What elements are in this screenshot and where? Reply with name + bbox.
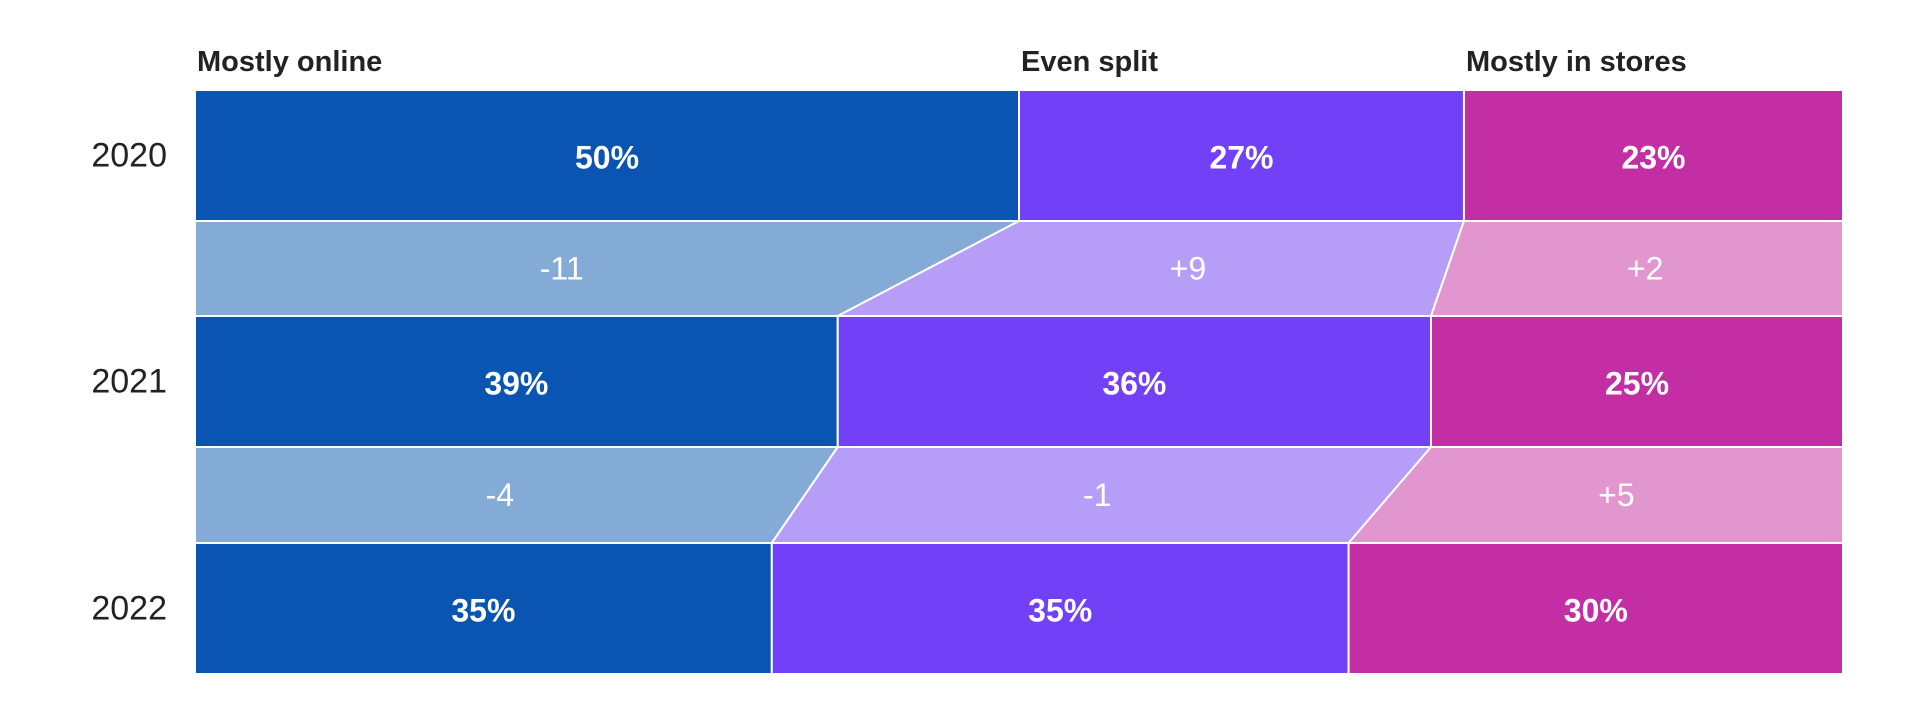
bar-2020-mostly-online: [194, 89, 1020, 222]
category-label-even-split: Even split: [1021, 46, 1158, 78]
category-label-mostly-in-stores: Mostly in stores: [1466, 46, 1687, 78]
value-label-2021-mostly-in-stores: 25%: [1605, 366, 1669, 402]
value-label-2022-mostly-online: 35%: [451, 593, 515, 629]
bar-2021-mostly-in-stores: [1430, 315, 1844, 448]
bar-2021-even-split: [836, 315, 1432, 448]
change-label-even-split-2021-2022: -1: [1083, 477, 1111, 513]
value-label-2022-even-split: 35%: [1028, 593, 1092, 629]
change-label-mostly-in-stores-2020-2021: +2: [1627, 251, 1663, 287]
value-label-2020-even-split: 27%: [1209, 140, 1273, 176]
change-label-mostly-in-stores-2021-2022: +5: [1598, 477, 1634, 513]
value-label-2020-mostly-in-stores: 23%: [1621, 140, 1685, 176]
bar-2020-even-split: [1018, 89, 1465, 222]
year-label-2020: 2020: [91, 137, 167, 175]
value-label-2021-even-split: 36%: [1102, 366, 1166, 402]
bar-2022-mostly-in-stores: [1347, 542, 1844, 675]
change-label-mostly-online-2021-2022: -4: [486, 477, 514, 513]
value-label-2021-mostly-online: 39%: [484, 366, 548, 402]
change-band-mostly-in-stores-2021-2022: [1346, 446, 1844, 544]
year-label-2021: 2021: [91, 363, 167, 401]
value-label-2022-mostly-in-stores: 30%: [1564, 593, 1628, 629]
bar-2021-mostly-online: [194, 315, 839, 448]
bar-2022-mostly-online: [194, 542, 773, 675]
bar-2022-even-split: [770, 542, 1350, 675]
category-label-mostly-online: Mostly online: [197, 46, 382, 78]
value-label-2020-mostly-online: 50%: [575, 140, 639, 176]
change-band-mostly-online-2021-2022: [194, 446, 840, 544]
bar-2020-mostly-in-stores: [1462, 89, 1844, 222]
change-label-mostly-online-2020-2021: -11: [540, 251, 584, 287]
change-label-even-split-2020-2021: +9: [1170, 251, 1206, 287]
year-label-2022: 2022: [91, 590, 167, 628]
